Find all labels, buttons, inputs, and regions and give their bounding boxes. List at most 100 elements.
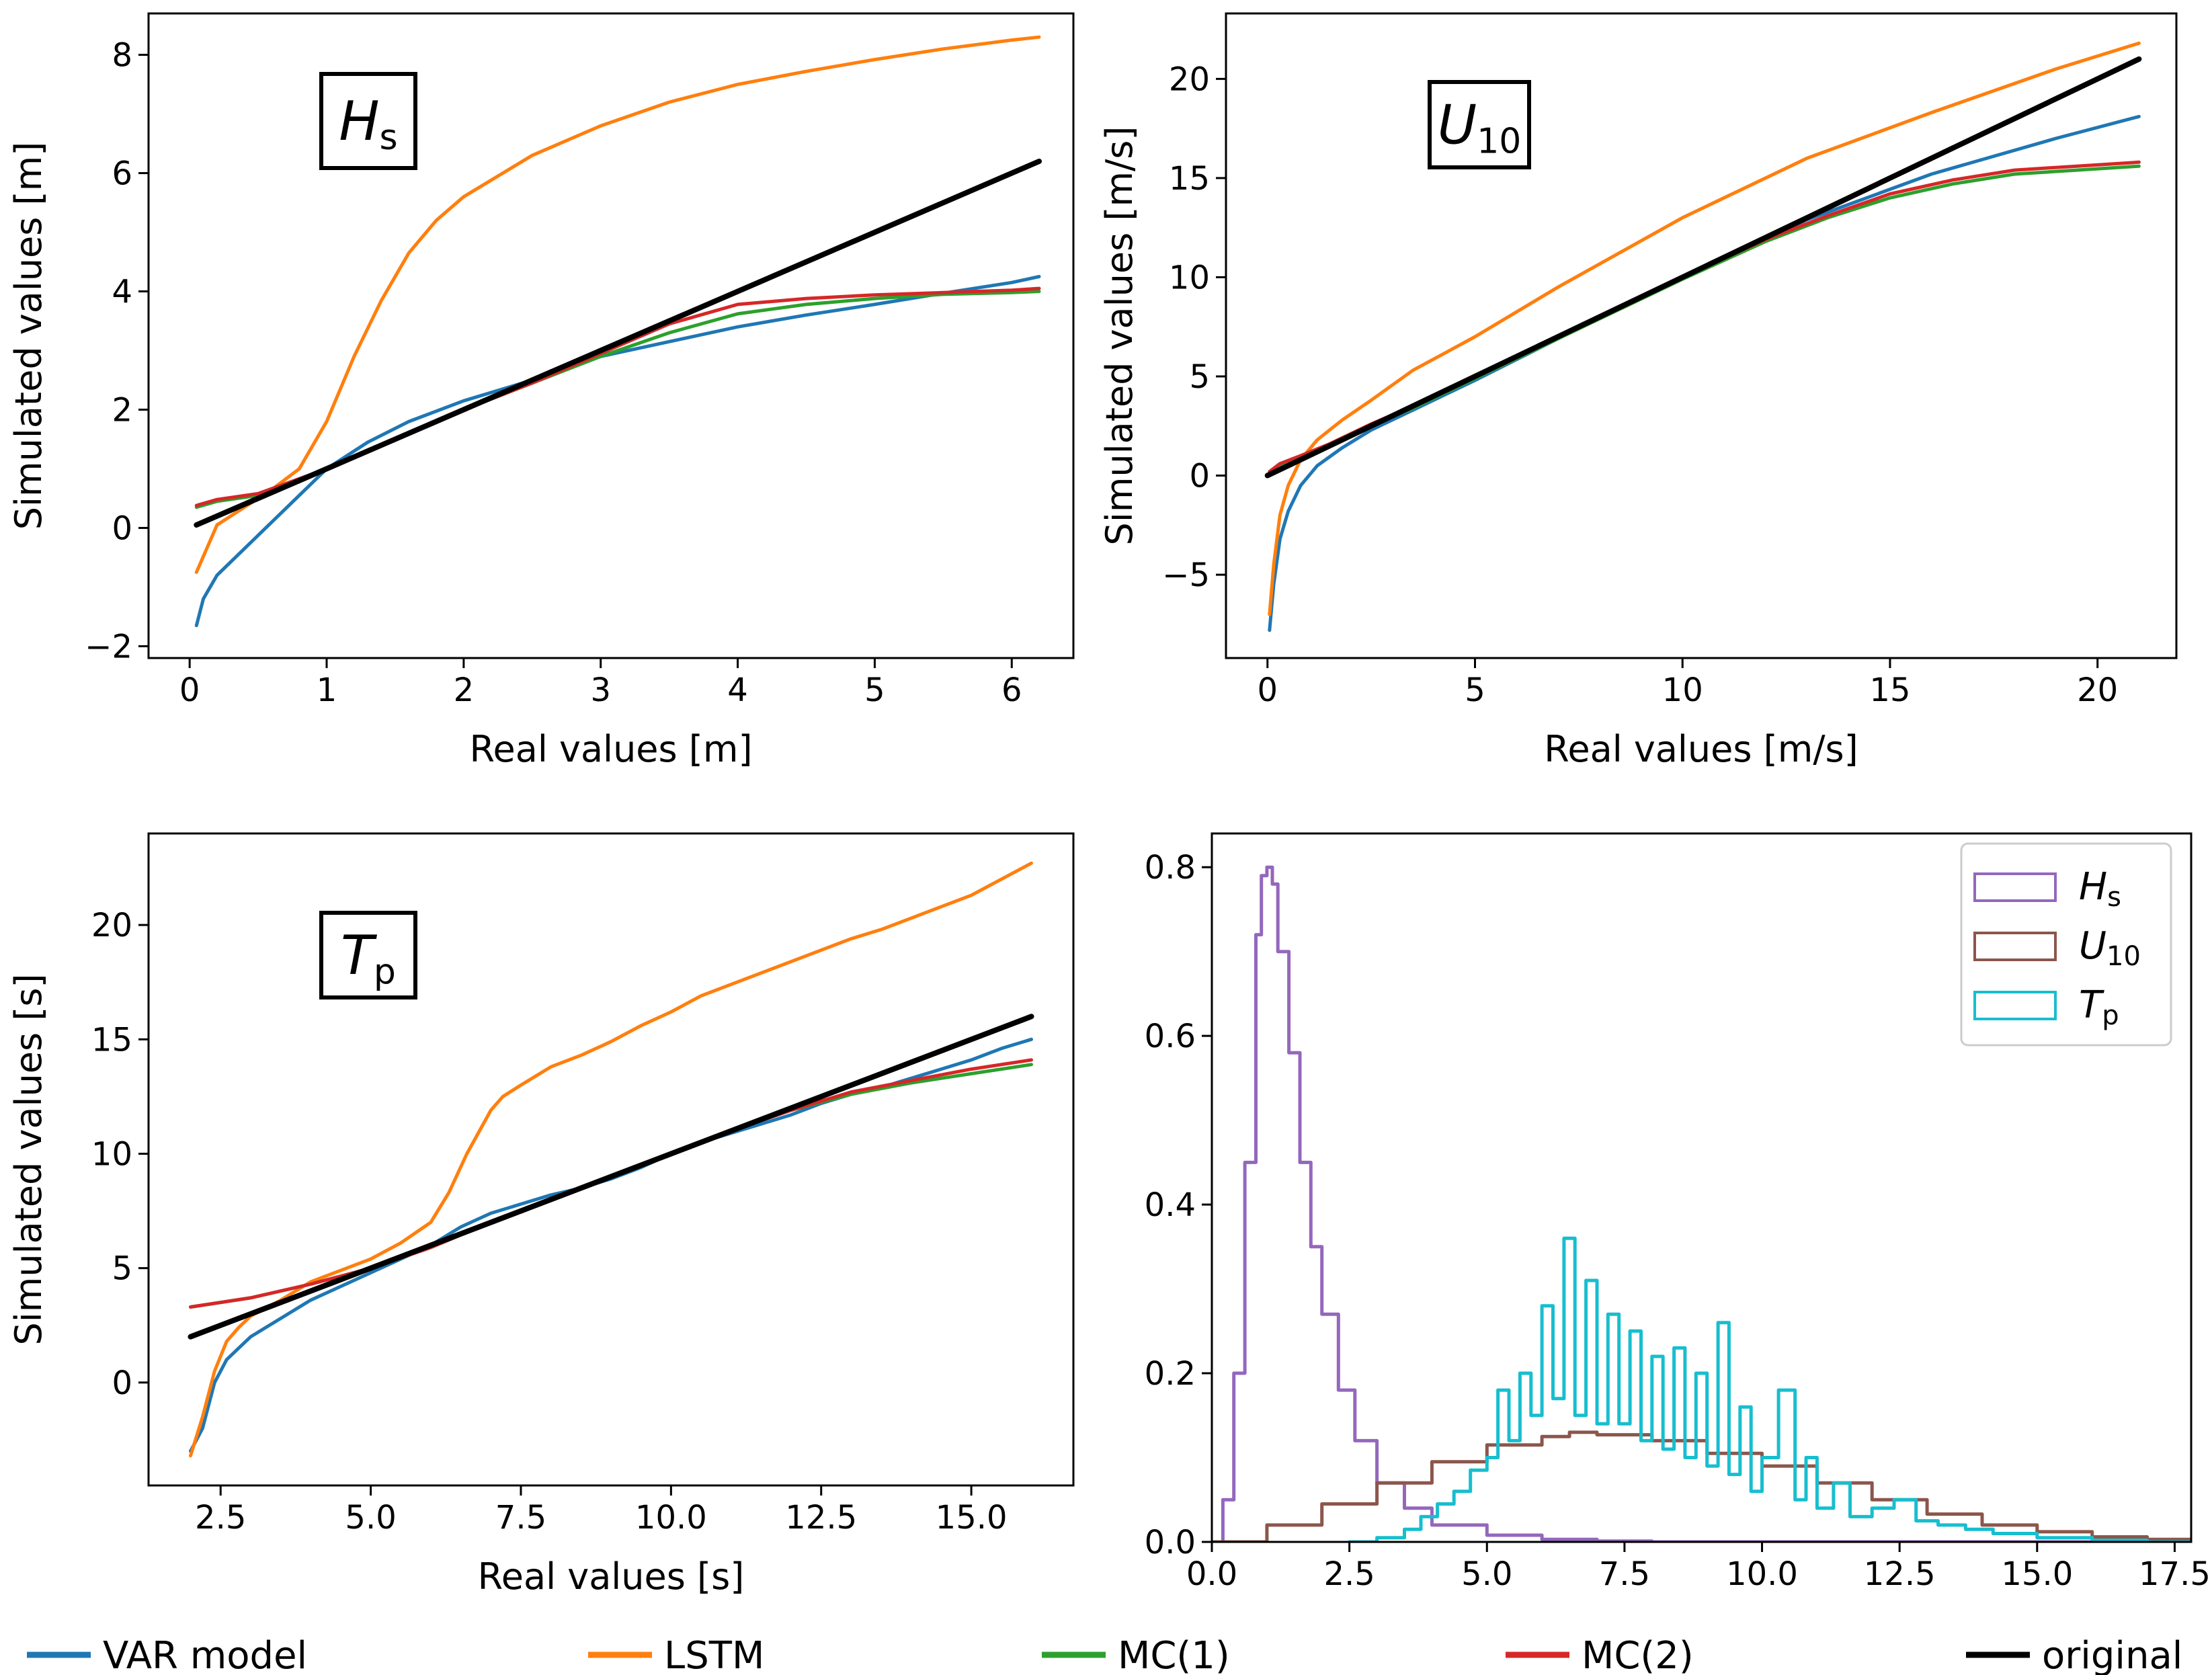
x-tick-label: 12.5 (1864, 1555, 1936, 1593)
figure-legend-label: MC(1) (1118, 1634, 1230, 1675)
figure-legend-label: MC(2) (1582, 1634, 1694, 1675)
y-tick-label: 10 (91, 1135, 132, 1173)
series-line-mc-2- (194, 286, 1041, 507)
y-axis-label: Simulated values [m] (7, 142, 50, 530)
x-tick-label: 7.5 (1599, 1555, 1650, 1593)
y-tick-label: 0.6 (1145, 1018, 1196, 1055)
series-line-var-model (189, 1037, 1033, 1453)
y-tick-label: 20 (1169, 60, 1210, 98)
annotation-label: Tp (341, 924, 396, 992)
axes-frame (1211, 832, 2193, 1543)
x-tick-label: 20 (2077, 671, 2118, 709)
annotation-sub: p (374, 952, 396, 992)
legend-entry-main: U (2079, 924, 2106, 968)
x-tick-label: 5 (1465, 671, 1485, 709)
y-tick-label: 0.8 (1145, 849, 1196, 887)
annotation-sub: 10 (1477, 122, 1521, 162)
x-tick-label: 5.0 (1461, 1555, 1512, 1593)
x-axis-label: Real values [m/s] (1544, 728, 1858, 770)
y-tick-label: 20 (91, 907, 132, 944)
legend-entry-sub: 10 (2106, 941, 2141, 972)
series-group (1264, 41, 2142, 632)
series-group (194, 35, 1042, 628)
legend-entry: Hs (2079, 865, 2121, 913)
y-axis-label: Simulated values [m/s] (1098, 126, 1141, 546)
x-tick-label: 5.0 (345, 1499, 396, 1537)
x-tick-label: 3 (590, 671, 611, 709)
legend-entry-sub: s (2107, 882, 2121, 913)
annotation-box (319, 72, 417, 170)
y-axis-label: Simulated values [s] (7, 973, 50, 1345)
x-tick-label: 12.5 (785, 1499, 857, 1537)
figure-legend-label: original (2042, 1634, 2182, 1675)
annotation-sub: s (380, 118, 398, 158)
legend-entry-main: T (2079, 983, 2104, 1027)
y-tick-label: 6 (112, 155, 132, 193)
series-line-lstm (189, 861, 1033, 1458)
y-tick-label: −2 (85, 628, 132, 665)
x-tick-label: 1 (317, 671, 337, 709)
figure-legend-label: LSTM (664, 1634, 764, 1675)
x-tick-label: 15 (1869, 671, 1910, 709)
x-tick-label: 0.0 (1186, 1555, 1237, 1593)
x-tick-label: 7.5 (495, 1499, 546, 1537)
x-tick-label: 2.5 (195, 1499, 246, 1537)
x-tick-label: 15.0 (936, 1499, 1008, 1537)
chart-panel-bottom-right: 0.0 2.5 5.0 7.5 10.0 12.5 15.0 17.5 0.0 0.2 0.4 0.6… (1145, 832, 2211, 1593)
legend-entry: Tp (2079, 983, 2119, 1031)
x-tick-label: 6 (1001, 671, 1022, 709)
annotation-label: Hs (339, 90, 397, 158)
y-tick-label: 0 (1189, 458, 1210, 495)
x-tick-label: 10.0 (1726, 1555, 1798, 1593)
y-tick-label: 0 (112, 1364, 132, 1402)
annotation-label: U10 (1438, 94, 1522, 162)
y-tick-label: 0.2 (1145, 1355, 1196, 1393)
chart-panel-top-right: 0 5 10 15 20 −5 0 5 10 15 20 Real values [m/s] Simul… (1098, 12, 2178, 770)
annotation-main: T (341, 924, 378, 987)
series-group (1212, 865, 2191, 1542)
annotation-main: H (339, 90, 379, 153)
series-line-u-10 (1212, 1430, 2191, 1542)
annotation-box (1428, 80, 1531, 169)
y-tick-label: 15 (91, 1021, 132, 1059)
x-tick-label: 10 (1662, 671, 1703, 709)
x-tick-label: 17.5 (2139, 1555, 2211, 1593)
chart-panel-bottom-left: 2.5 5.0 7.5 10.0 12.5 15.0 0 5 10 15 20 Real values… (7, 832, 1075, 1598)
annotation-box (319, 911, 417, 999)
y-tick-label: 0.0 (1145, 1524, 1196, 1561)
legend-entry-main: H (2079, 865, 2107, 909)
x-tick-label: 4 (727, 671, 748, 709)
series-group (188, 861, 1034, 1458)
axes-frame (147, 12, 1075, 659)
x-tick-label: 5 (864, 671, 885, 709)
legend-entry-sub: p (2102, 1000, 2119, 1031)
annotation-main: U (1438, 94, 1477, 157)
legend-swatch (1973, 991, 2057, 1020)
x-tick-label: 0 (179, 671, 200, 709)
series-line-mc-1- (1268, 164, 2141, 477)
series-line-lstm (1268, 41, 2141, 616)
series-line-var-model (194, 275, 1041, 628)
axes-frame (1225, 12, 2178, 659)
legend-swatch (1973, 932, 2057, 961)
x-axis-label: Real values [m] (469, 728, 752, 770)
series-line-original (194, 159, 1042, 528)
series-line-original (188, 1014, 1034, 1340)
x-tick-label: 0 (1257, 671, 1278, 709)
chart-panel-top-left: 0 1 2 3 4 5 6 −2 0 2 4 6 8 Real values [m] Simulated v… (7, 12, 1075, 770)
x-tick-label: 2.5 (1323, 1555, 1375, 1593)
x-tick-label: 15.0 (2001, 1555, 2073, 1593)
x-tick-label: 10.0 (635, 1499, 707, 1537)
y-tick-label: 15 (1169, 160, 1210, 198)
series-line-var-model (1268, 114, 2141, 632)
x-tick-label: 2 (454, 671, 475, 709)
y-tick-label: 0 (112, 509, 132, 547)
y-tick-label: 5 (1189, 358, 1210, 396)
series-line-t-p (1348, 1236, 2191, 1542)
series-line-h-s (1212, 865, 2191, 1542)
y-tick-label: −5 (1162, 557, 1210, 594)
y-tick-label: 0.4 (1145, 1186, 1196, 1224)
legend-swatch (1973, 872, 2057, 902)
series-line-mc-1- (189, 1063, 1033, 1309)
